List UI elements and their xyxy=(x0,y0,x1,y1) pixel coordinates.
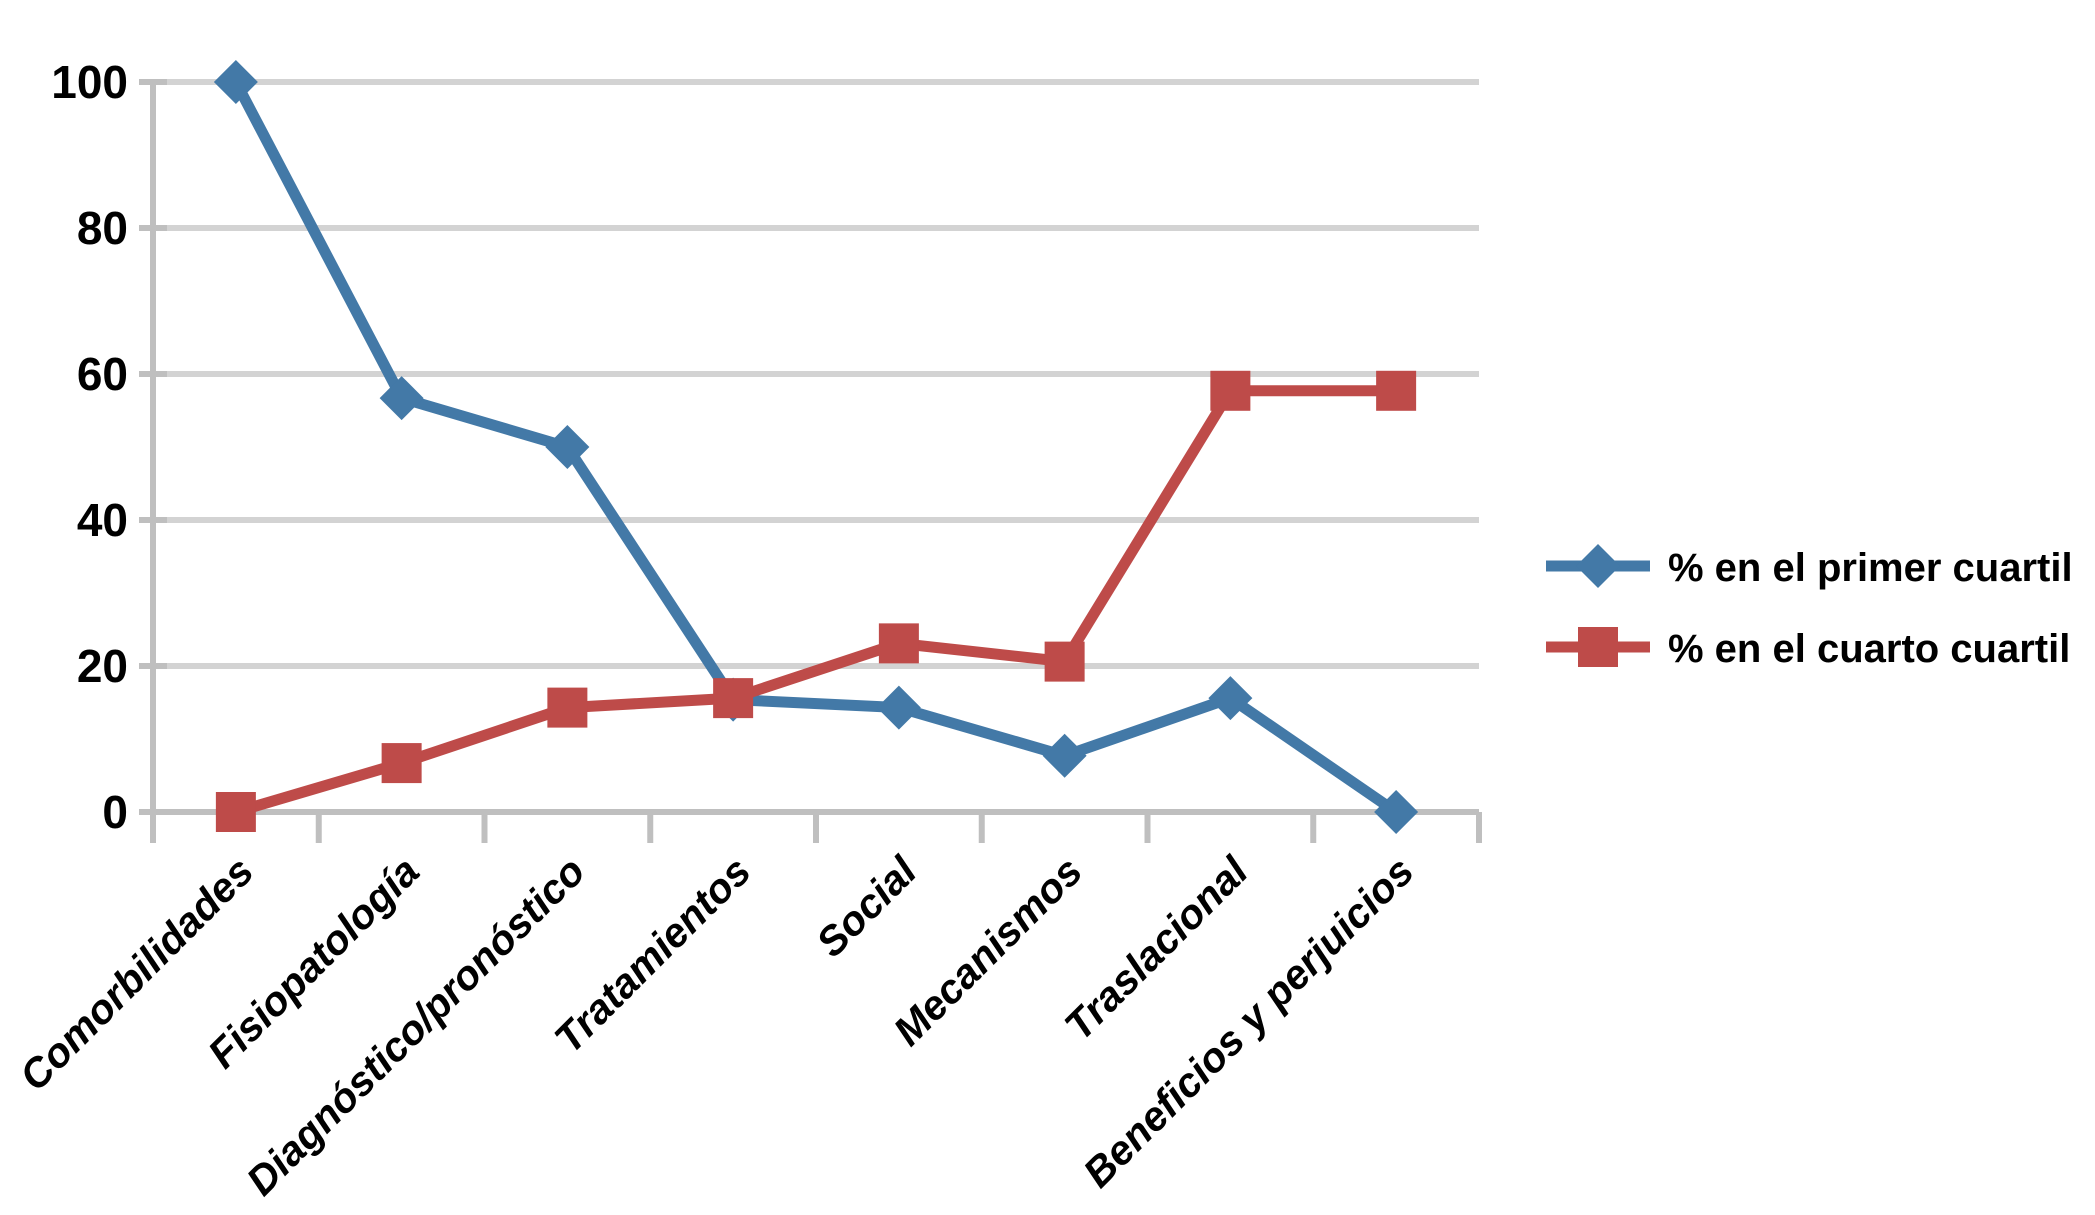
y-axis-labels: 0 20 40 60 80 100 xyxy=(51,56,128,838)
y-tick-label: 100 xyxy=(51,56,128,108)
x-category-label: Social xyxy=(807,847,926,966)
axes xyxy=(139,79,1482,843)
legend-label-cuarto-cuartil: % en el cuarto cuartil xyxy=(1668,627,2070,671)
y-tick-label: 80 xyxy=(77,202,128,254)
series-line xyxy=(230,76,1402,818)
data-point-marker xyxy=(379,376,424,421)
data-point-marker xyxy=(213,60,258,104)
y-tick-label: 40 xyxy=(77,494,128,546)
data-point-marker xyxy=(1042,733,1087,778)
data-point-marker xyxy=(1044,641,1085,682)
x-category-label: Beneficios y perjuicios xyxy=(1074,848,1422,1196)
legend-item-cuarto-cuartil: % en el cuarto cuartil xyxy=(1546,627,2070,671)
data-point-marker xyxy=(381,743,422,784)
legend-label-primer-cuartil: % en el primer cuartil xyxy=(1668,546,2073,590)
data-point-marker xyxy=(1210,370,1251,411)
series-line xyxy=(230,385,1402,818)
data-point-marker xyxy=(878,623,919,664)
legend: % en el primer cuartil % en el cuarto cu… xyxy=(1546,544,2073,671)
y-tick-label: 60 xyxy=(77,348,128,400)
legend-square-icon xyxy=(1578,627,1618,667)
series-cuarto-cuartil xyxy=(215,370,1417,832)
legend-marker-cuarto-cuartil xyxy=(1546,627,1650,667)
y-tick-label: 0 xyxy=(102,786,128,838)
legend-diamond-icon xyxy=(1576,544,1620,588)
data-point-marker xyxy=(713,678,754,719)
data-point-marker xyxy=(547,687,588,728)
data-point-marker xyxy=(1374,790,1419,834)
gridlines xyxy=(153,79,1479,669)
series-primer-cuartil xyxy=(213,60,1419,834)
data-point-marker xyxy=(215,792,256,832)
legend-item-primer-cuartil: % en el primer cuartil xyxy=(1546,544,2073,590)
x-category-label: Diagnóstico/pronóstico xyxy=(237,848,593,1204)
legend-marker-primer-cuartil xyxy=(1546,544,1650,588)
data-point-marker xyxy=(1376,370,1417,411)
data-point-marker xyxy=(545,425,590,469)
data-point-marker xyxy=(1208,676,1253,721)
x-axis-labels: ComorbilidadesFisiopatologíaDiagnóstico/… xyxy=(11,847,1423,1204)
data-point-marker xyxy=(876,685,921,730)
y-tick-label: 20 xyxy=(77,640,128,692)
series-group xyxy=(213,60,1419,834)
